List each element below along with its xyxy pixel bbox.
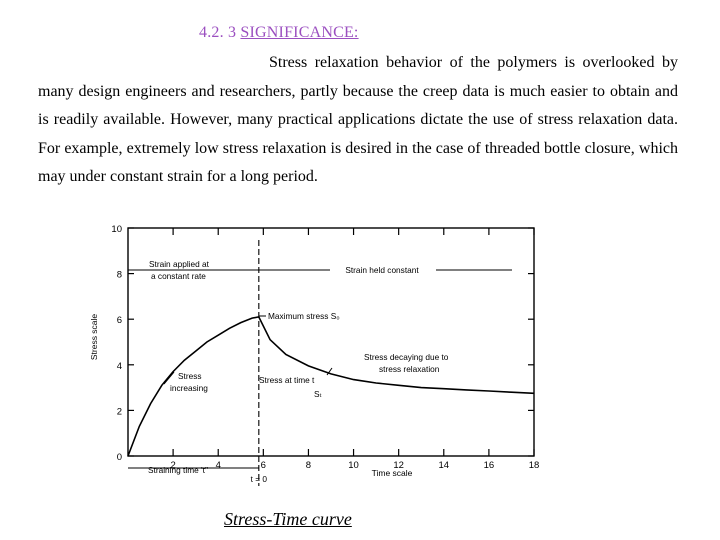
max-stress-label: Maximum stress S₀: [268, 311, 340, 321]
x-tick-label: 14: [438, 460, 449, 471]
strain-applied-label: Strain applied at: [149, 259, 210, 269]
x-tick-label: 12: [393, 460, 404, 471]
x-tick-label: 18: [529, 460, 540, 471]
y-tick-label: 6: [117, 315, 122, 326]
stress-time-chart: 0 2 4 6 8 10 2 4 6 8 10 12 14 16 18 Stress scale Time sc…: [89, 224, 540, 486]
strain-applied-label: a constant rate: [151, 271, 206, 281]
x-tick-label: 2: [170, 460, 175, 471]
section-heading: 4.2. 3 SIGNIFICANCE:: [199, 24, 359, 42]
y-tick-label: 10: [111, 224, 122, 235]
plot-frame: [127, 227, 535, 457]
y-tick-label: 2: [117, 406, 122, 417]
x-tick-label: 16: [484, 460, 495, 471]
stress-at-time-label: Stress at time t: [259, 375, 315, 385]
x-axis-label: Time scale: [372, 468, 413, 478]
t-zero-label: t = 0: [251, 474, 268, 484]
stress-decaying-label: stress relaxation: [379, 364, 440, 374]
stress-at-time-pointer: [326, 367, 333, 376]
x-tick-label: 8: [306, 460, 311, 471]
stress-increasing-label: Stress: [178, 371, 202, 381]
strain-held-label: Strain held constant: [345, 265, 419, 275]
stress-increasing-label: increasing: [170, 383, 208, 393]
stress-increasing-pointer: [163, 371, 175, 385]
section-title: SIGNIFICANCE:: [240, 24, 359, 41]
stress-curve: [127, 316, 535, 457]
y-tick-label: 4: [117, 361, 122, 372]
section-number: 4.2. 3: [199, 24, 237, 41]
y-axis-label: Stress scale: [89, 314, 99, 361]
x-tick-label: 6: [261, 460, 266, 471]
figure-caption: Stress-Time curve: [224, 509, 352, 529]
x-tick-label: 4: [216, 460, 221, 471]
stress-decaying-label: Stress decaying due to: [364, 352, 449, 362]
stress-at-time-label: Sₜ: [314, 389, 322, 399]
y-tick-label: 0: [117, 452, 122, 463]
y-tick-label: 8: [117, 270, 122, 281]
x-tick-label: 10: [348, 460, 359, 471]
paragraph-text: Stress relaxation behavior of the polyme…: [38, 54, 678, 185]
straining-time-label: Straining time 't′': [148, 465, 208, 475]
body-paragraph: Stress relaxation behavior of the polyme…: [38, 49, 678, 192]
